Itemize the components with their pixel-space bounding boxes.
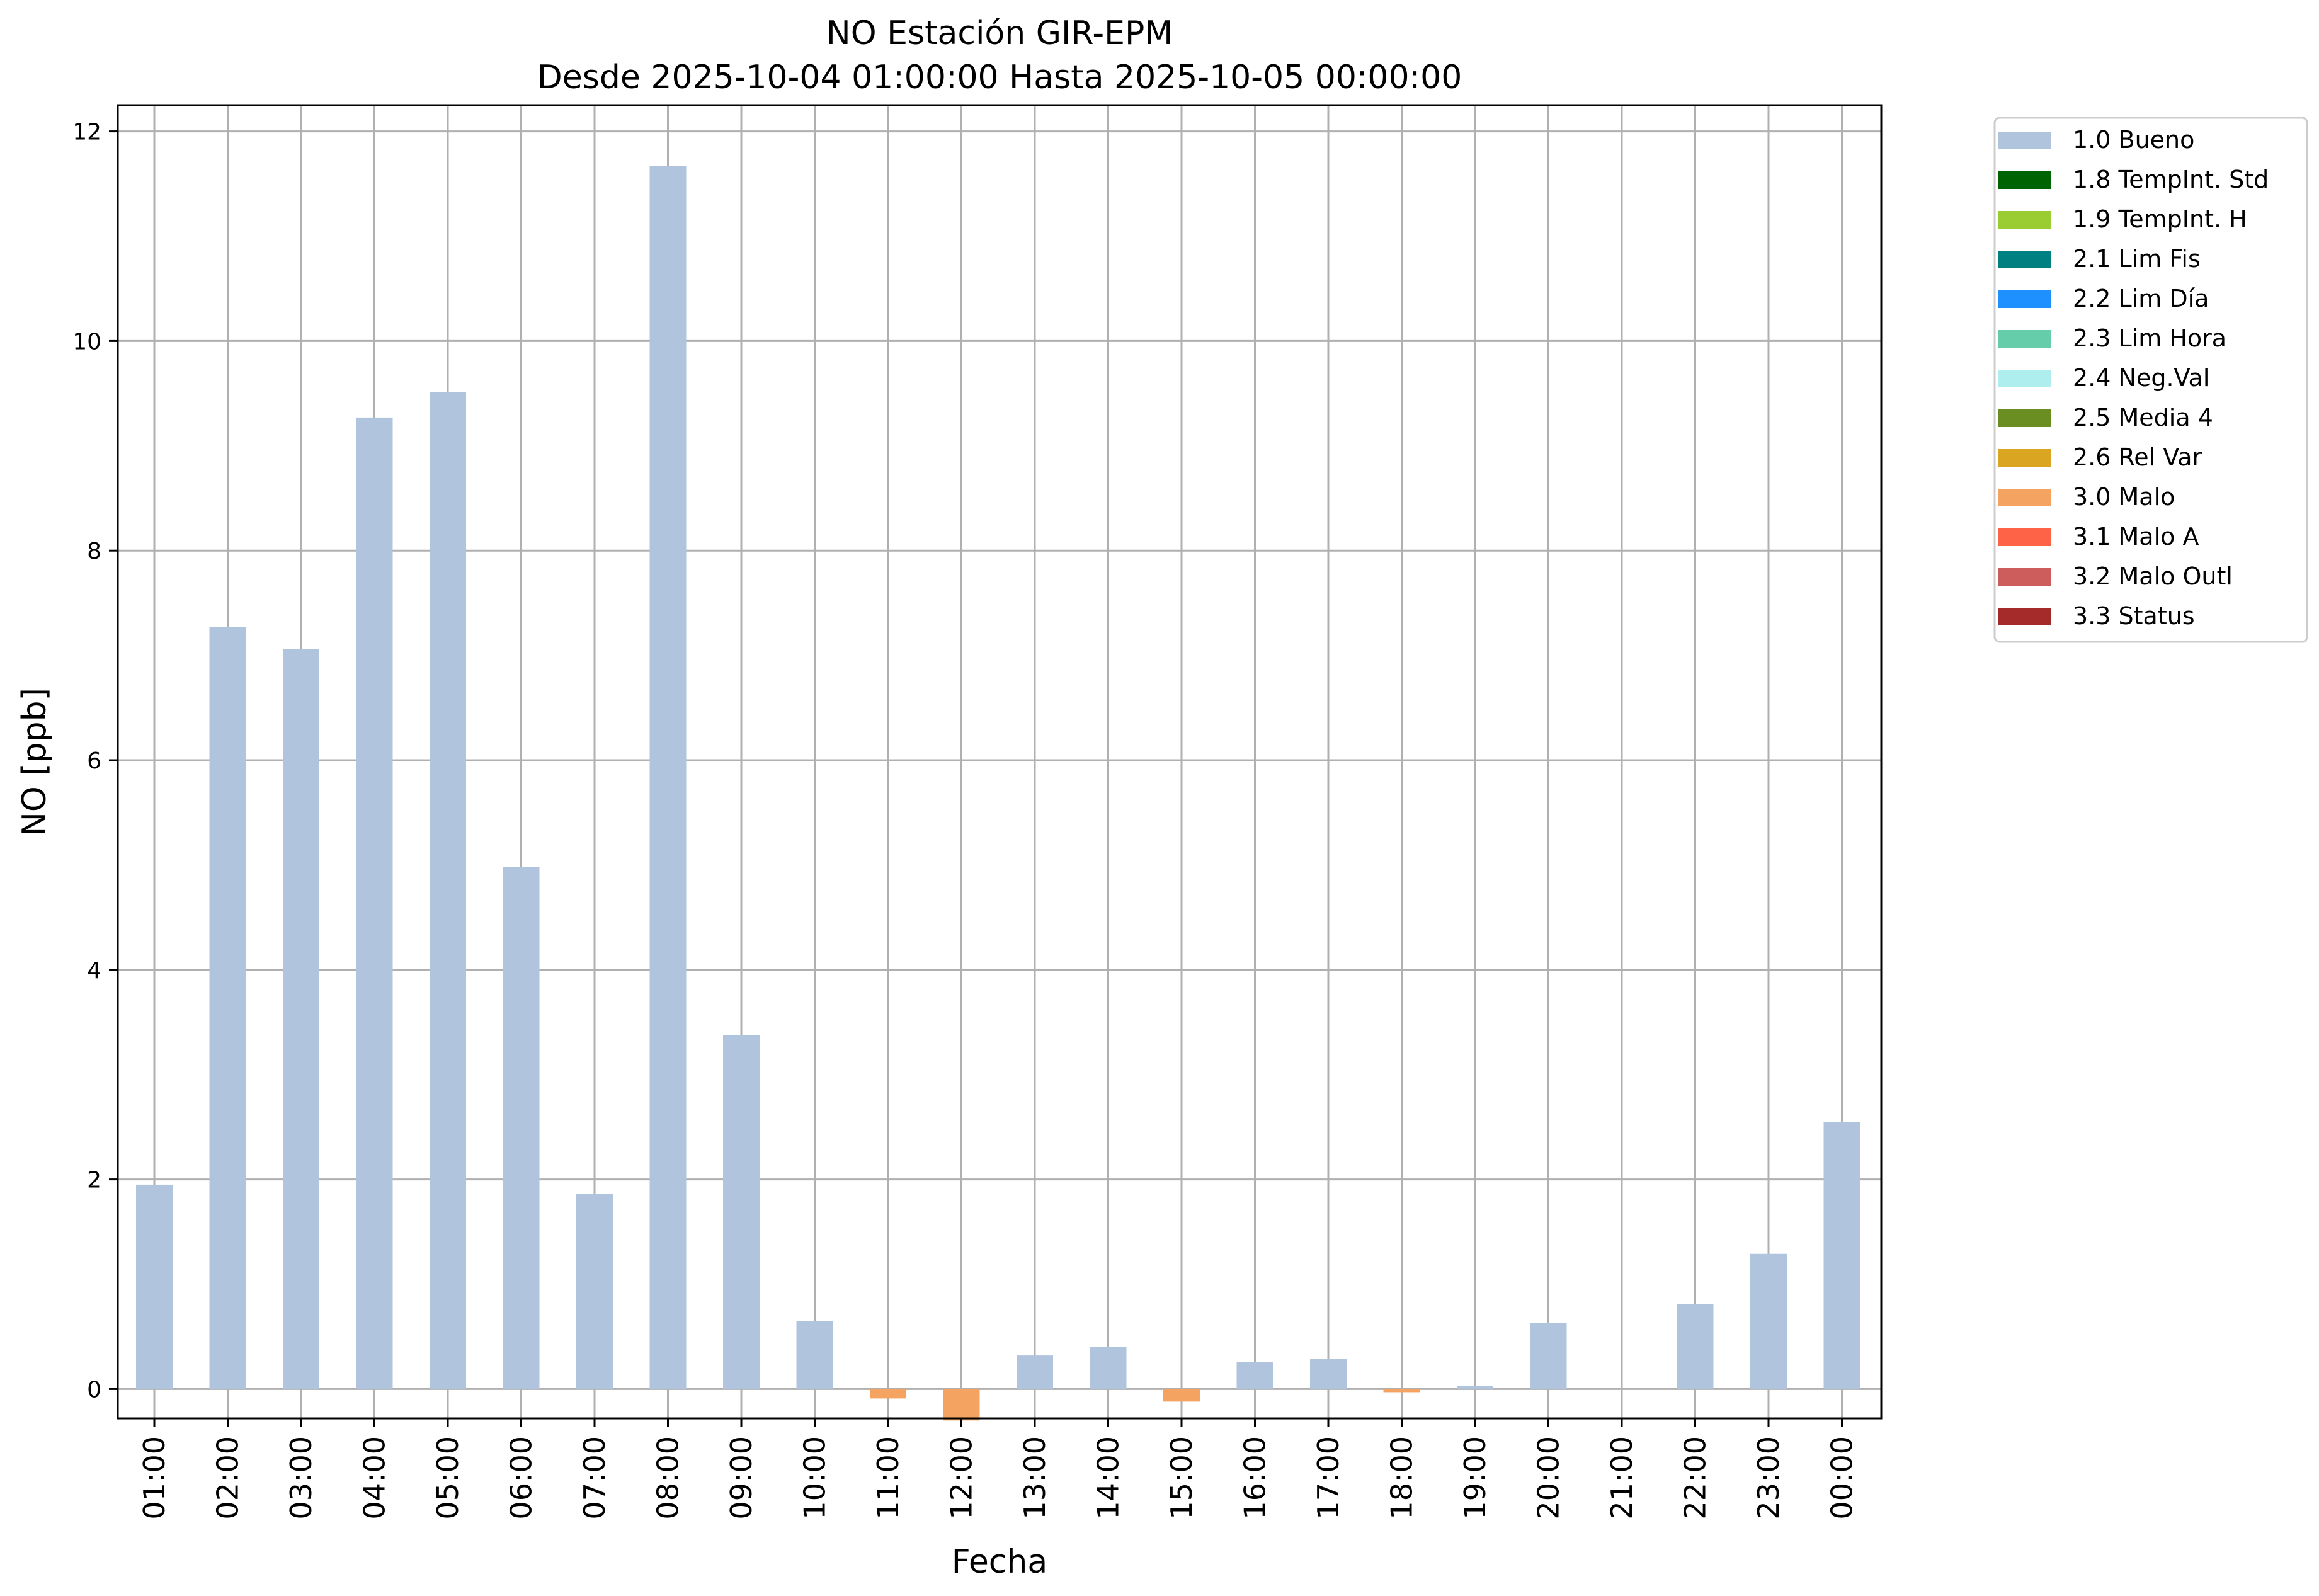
y-tick-label: 0 (87, 1377, 101, 1403)
y-axis: 0 2 4 6 8 10 12 (72, 120, 118, 1403)
y-tick-label: 6 (87, 748, 101, 774)
x-tick-label: 17:00 (1311, 1436, 1345, 1520)
bar (796, 1321, 833, 1389)
chart-subtitle: Desde 2025-10-04 01:00:00 Hasta 2025-10-… (537, 59, 1462, 96)
x-tick-label: 01:00 (137, 1436, 171, 1520)
legend-swatch (1998, 211, 2051, 229)
legend-item-label: 2.4 Neg.Val (2073, 364, 2209, 392)
x-tick-label: 04:00 (358, 1436, 392, 1520)
bar (943, 1389, 980, 1421)
bar (1530, 1323, 1567, 1389)
x-tick-label: 23:00 (1752, 1436, 1786, 1520)
bar (1163, 1389, 1200, 1402)
x-tick-label: 21:00 (1605, 1436, 1639, 1520)
bar (649, 166, 687, 1389)
plot-frame (117, 104, 1883, 1420)
legend-item-label: 1.9 TempInt. H (2073, 205, 2247, 233)
legend-swatch (1998, 568, 2051, 586)
legend-item-label: 2.2 Lim Día (2073, 285, 2209, 312)
x-tick-label: 18:00 (1385, 1436, 1419, 1520)
bar (430, 392, 466, 1389)
bar (576, 1194, 613, 1389)
legend-swatch (1998, 489, 2051, 506)
bar (1677, 1304, 1714, 1389)
y-tick-label: 10 (72, 329, 101, 355)
x-tick-label: 12:00 (945, 1436, 979, 1520)
legend-swatch (1998, 449, 2051, 467)
x-tick-label: 19:00 (1458, 1436, 1492, 1520)
bar (1750, 1253, 1787, 1389)
x-tick-label: 09:00 (724, 1436, 758, 1520)
x-axis: 01:00 02:00 03:00 04:00 05:00 06:00 07:00 08:00… (137, 1418, 1859, 1520)
x-tick-label: 20:00 (1532, 1436, 1566, 1520)
bar (1090, 1347, 1127, 1389)
legend: 1.0 Bueno 1.8 TempInt. Std 1.9 TempInt. H 2… (1993, 117, 2308, 643)
legend-swatch (1998, 608, 2051, 625)
x-tick-label: 03:00 (284, 1436, 318, 1520)
legend-item-label: 1.0 Bueno (2073, 126, 2194, 154)
legend-item-label: 2.5 Media 4 (2073, 404, 2213, 431)
bar (723, 1034, 760, 1389)
bar (870, 1389, 906, 1399)
x-tick-label: 08:00 (651, 1436, 685, 1520)
x-tick-label: 00:00 (1825, 1436, 1859, 1520)
bar (1310, 1359, 1347, 1389)
y-axis-label: NO [ppb] (16, 688, 54, 836)
bar (1383, 1389, 1420, 1393)
x-tick-label: 13:00 (1018, 1436, 1052, 1520)
legend-swatch (1998, 171, 2051, 189)
bar (1457, 1386, 1493, 1389)
chart-title: NO Estación GIR-EPM (826, 14, 1173, 52)
x-tick-label: 22:00 (1678, 1436, 1712, 1520)
x-tick-label: 14:00 (1091, 1436, 1125, 1520)
bar (283, 649, 319, 1389)
x-axis-label: Fecha (952, 1543, 1047, 1581)
legend-item-label: 3.0 Malo (2073, 483, 2175, 511)
legend-swatch (1998, 132, 2051, 149)
bar (1236, 1362, 1273, 1389)
legend-swatch (1998, 409, 2051, 427)
legend-swatch (1998, 251, 2051, 268)
bar (1017, 1355, 1053, 1389)
legend-swatch (1998, 330, 2051, 348)
legend-item-label: 3.3 Status (2073, 602, 2195, 630)
legend-item-label: 2.6 Rel Var (2073, 443, 2202, 471)
legend-item-label: 3.2 Malo Outl (2073, 562, 2233, 590)
x-tick-label: 15:00 (1165, 1436, 1199, 1520)
legend-swatch (1998, 290, 2051, 308)
bars (136, 166, 1860, 1421)
y-tick-label: 2 (87, 1168, 101, 1194)
bar (136, 1184, 173, 1389)
x-tick-label: 16:00 (1238, 1436, 1272, 1520)
legend-item-label: 2.3 Lim Hora (2073, 324, 2226, 352)
x-tick-label: 11:00 (871, 1436, 905, 1520)
legend-swatch (1998, 528, 2051, 546)
y-tick-label: 8 (87, 539, 101, 564)
legend-box (1993, 117, 2308, 643)
y-tick-label: 12 (72, 120, 101, 145)
x-tick-label: 02:00 (211, 1436, 245, 1520)
y-tick-label: 4 (87, 958, 101, 984)
x-tick-label: 07:00 (578, 1436, 612, 1520)
legend-item-label: 2.1 Lim Fis (2073, 245, 2201, 273)
x-tick-label: 10:00 (798, 1436, 832, 1520)
x-tick-label: 05:00 (431, 1436, 465, 1520)
bar (356, 417, 393, 1389)
legend-swatch (1998, 370, 2051, 387)
legend-item-label: 1.8 TempInt. Std (2073, 166, 2269, 193)
legend-item-label: 3.1 Malo A (2073, 523, 2199, 550)
bar (1823, 1122, 1860, 1389)
bar (503, 867, 540, 1389)
bar (209, 627, 246, 1389)
x-tick-label: 06:00 (504, 1436, 538, 1520)
